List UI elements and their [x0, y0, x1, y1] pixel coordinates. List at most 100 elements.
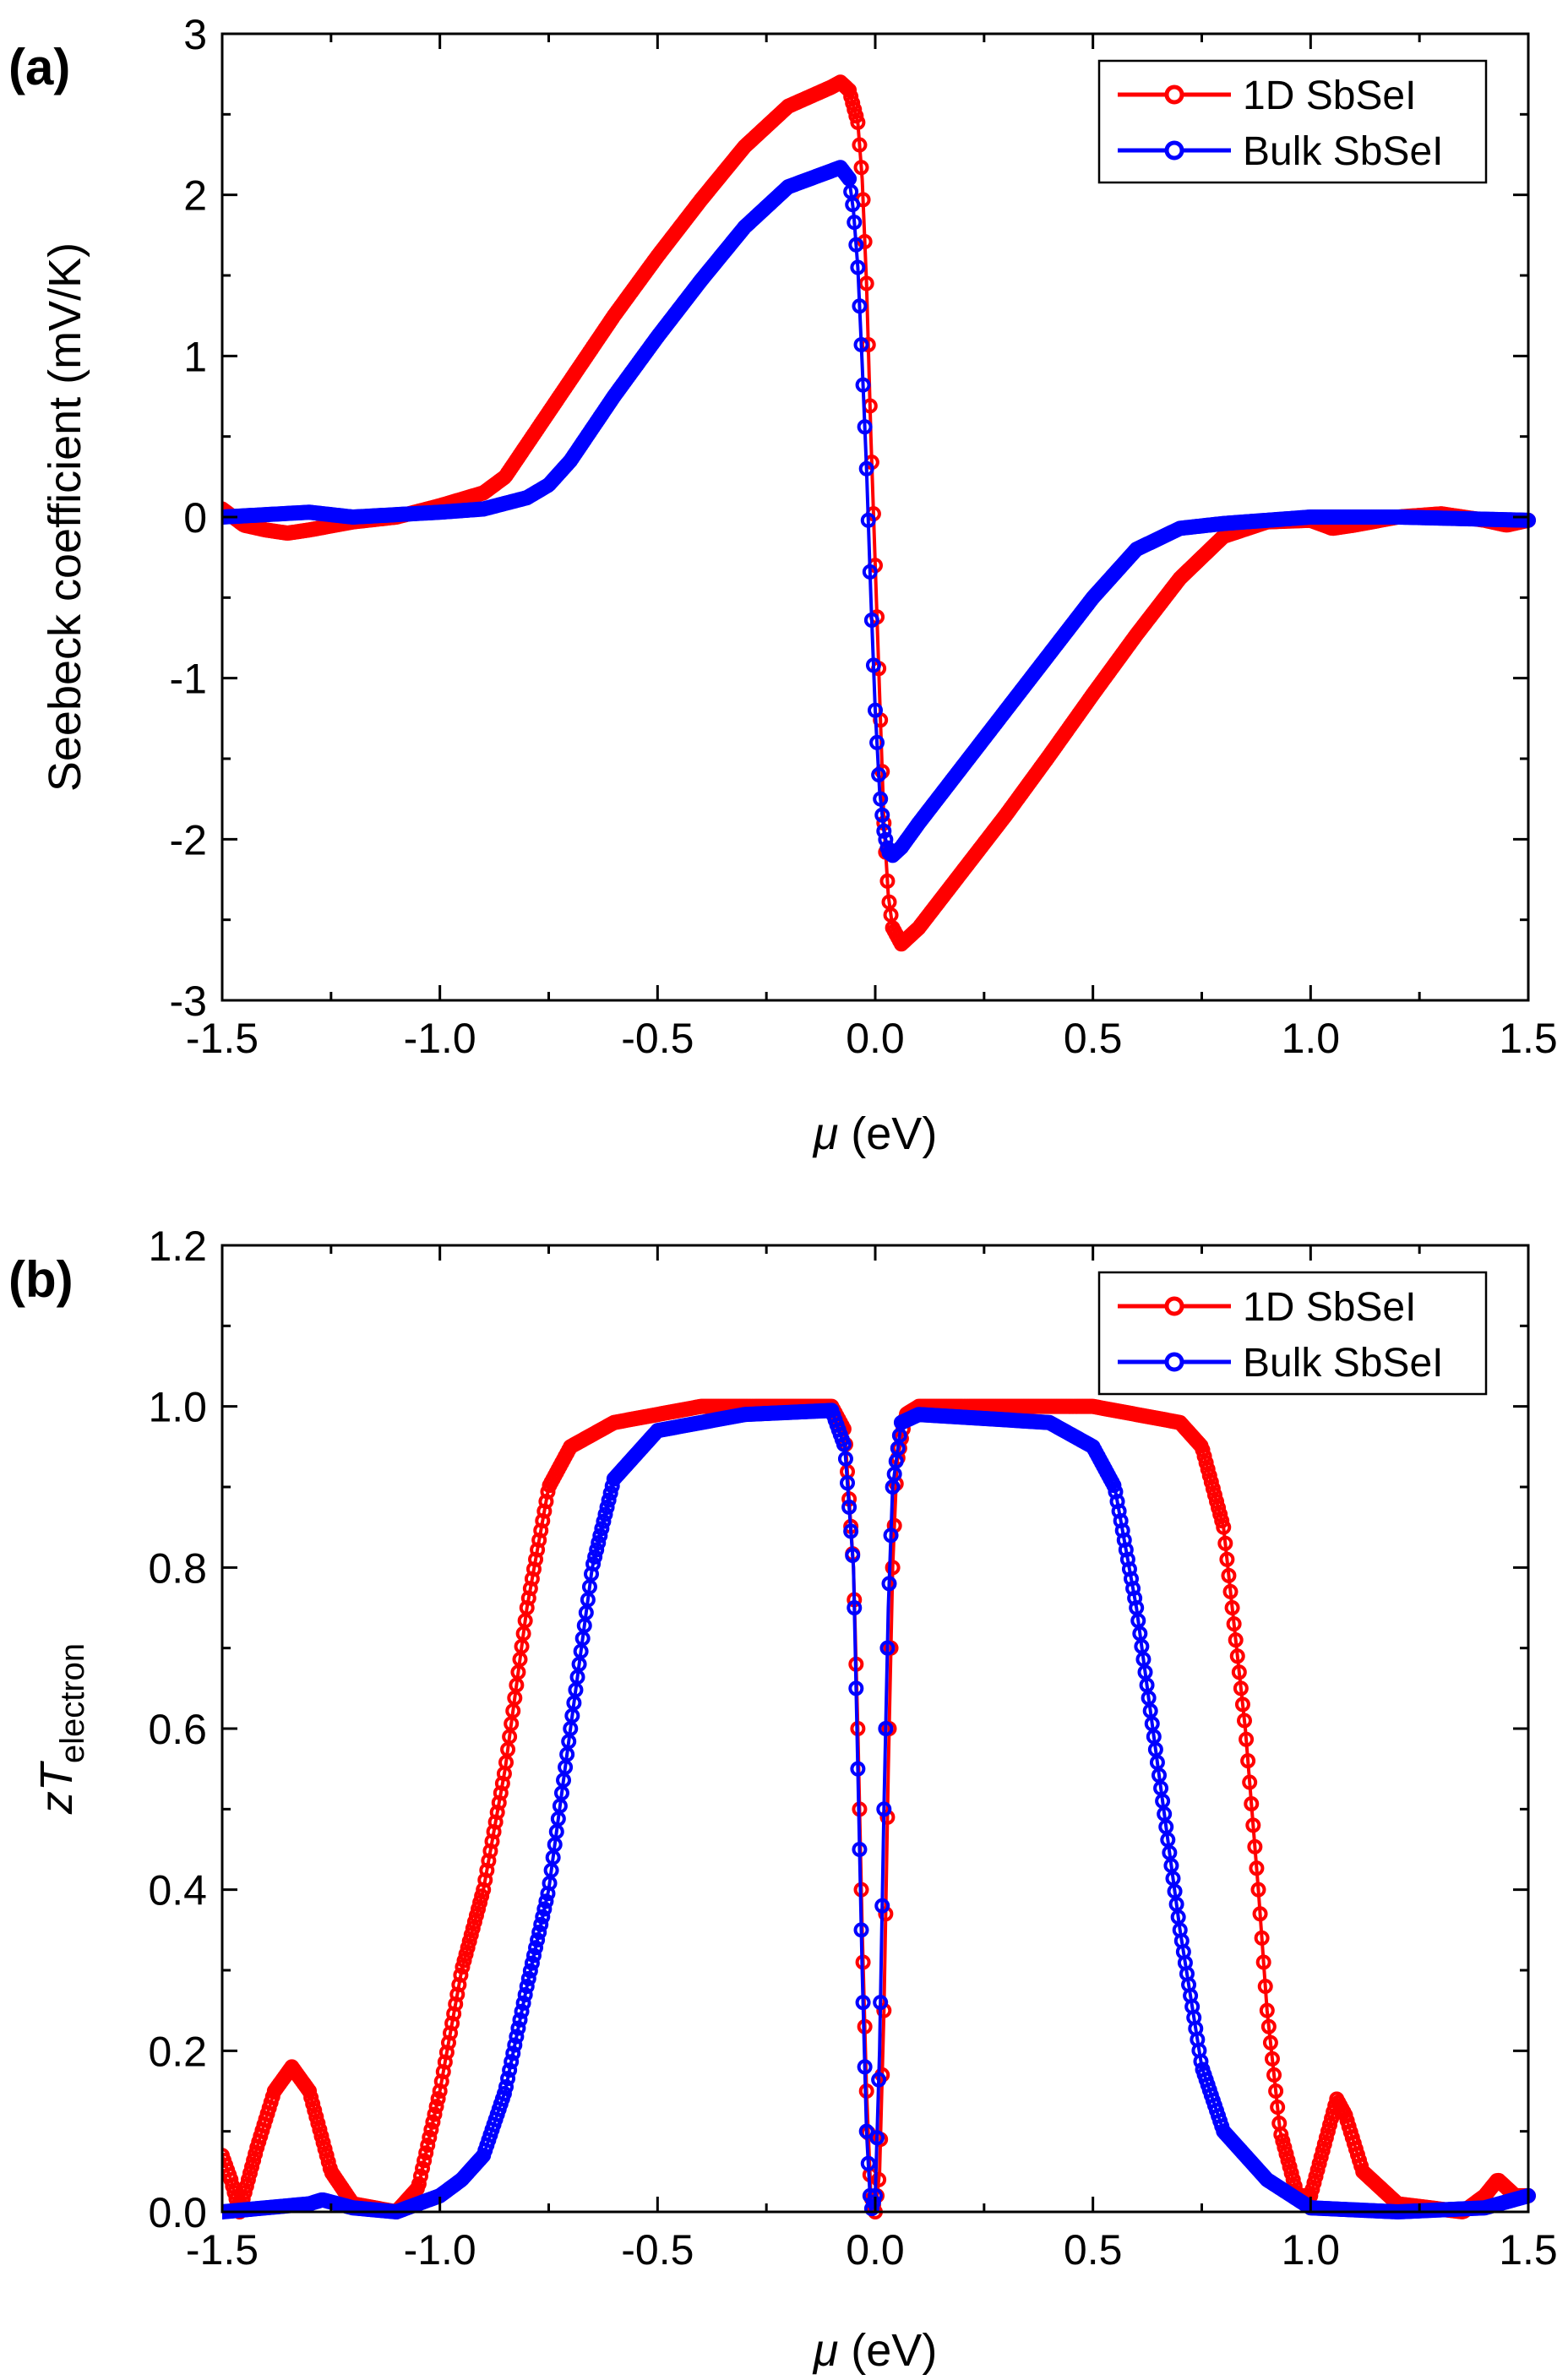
data-point: [848, 237, 864, 253]
legend-label: Bulk SbSeI: [1243, 1341, 1443, 1386]
data-point: [874, 807, 890, 823]
data-point: [440, 2034, 456, 2051]
data-point: [1205, 1480, 1221, 1496]
y-tick-label: -1: [170, 656, 207, 703]
data-point: [1146, 1729, 1162, 1745]
data-point: [1129, 1600, 1145, 1615]
data-point: [1318, 2130, 1334, 2146]
data-point: [315, 2135, 331, 2151]
data-point: [573, 1643, 589, 1659]
data-point: [1252, 1906, 1268, 1922]
data-point: [474, 1888, 490, 1904]
data-point: [1163, 1858, 1179, 1874]
y-tick-label: 2: [183, 172, 207, 220]
data-point: [238, 2178, 254, 2194]
data-point: [1316, 2136, 1332, 2152]
legend-box: [1097, 59, 1488, 184]
data-point: [1222, 1583, 1239, 1599]
data-point: [494, 1775, 510, 1791]
series-bulk-sbsei: [222, 160, 1536, 863]
data-point: [1165, 1871, 1181, 1887]
legend-marker-icon: [1164, 140, 1184, 161]
data-point: [599, 1500, 615, 1516]
data-point: [845, 197, 861, 213]
data-point: [465, 1920, 481, 1936]
data-point: [1313, 2149, 1329, 2165]
legend-b: 1D SbSeI Bulk SbSeI: [1097, 1271, 1488, 1396]
data-point: [860, 2155, 876, 2171]
data-point: [500, 1741, 516, 1757]
y-tick-label: 0.8: [148, 1544, 207, 1592]
data-point: [458, 1946, 474, 1962]
data-point: [308, 2109, 324, 2125]
data-point: [433, 2073, 449, 2089]
data-point: [533, 1522, 549, 1539]
data-point: [881, 1576, 897, 1592]
y-tick-label: 0: [183, 494, 207, 542]
data-point: [435, 2064, 451, 2080]
data-point: [1219, 1551, 1235, 1567]
data-point: [428, 2099, 444, 2115]
data-point: [1113, 1513, 1129, 1529]
data-point: [865, 2194, 881, 2210]
data-point: [496, 2086, 512, 2102]
data-point: [874, 1898, 890, 1914]
data-point: [1109, 1494, 1125, 1510]
data-point: [504, 2054, 520, 2070]
data-point: [536, 1901, 553, 1917]
data-point: [463, 1927, 479, 1943]
data-point: [1264, 2051, 1280, 2067]
data-point: [524, 1571, 540, 1587]
data-point: [223, 2171, 239, 2187]
data-point: [525, 1561, 542, 1577]
legend-box: [1097, 1271, 1488, 1396]
data-point: [524, 1955, 540, 1971]
data-point: [890, 1441, 906, 1457]
data-point: [841, 171, 858, 187]
data-point: [1270, 2100, 1286, 2116]
data-point: [517, 1986, 533, 2002]
y-tick-label: 0.2: [148, 2028, 207, 2075]
data-point: [515, 1995, 531, 2011]
data-point: [1149, 1755, 1165, 1771]
data-point: [512, 1652, 528, 1668]
data-point: [509, 2029, 525, 2045]
panel-label-a: (a): [8, 39, 70, 95]
data-point: [237, 2185, 253, 2201]
data-point: [843, 1523, 859, 1539]
data-point: [1216, 1519, 1232, 1535]
data-point: [438, 2045, 455, 2061]
data-point: [1275, 2133, 1291, 2149]
data-point: [510, 1664, 526, 1680]
data-point: [1280, 2152, 1296, 2168]
data-point: [871, 2072, 887, 2088]
data-point: [885, 1479, 901, 1495]
data-point: [1200, 1462, 1216, 1478]
data-point: [466, 1914, 482, 1930]
data-point: [1311, 2155, 1327, 2171]
data-point: [1201, 1468, 1217, 1484]
data-point: [514, 1638, 530, 1654]
data-point: [1273, 2127, 1289, 2143]
x-tick-label: 0.0: [846, 1015, 905, 1062]
data-point: [1277, 2139, 1293, 2155]
data-point: [853, 160, 869, 176]
data-point: [1255, 1954, 1271, 1970]
data-point: [240, 2171, 256, 2187]
data-point: [585, 1556, 602, 1572]
data-point: [312, 2121, 328, 2138]
data-point: [1315, 2143, 1331, 2159]
data-point: [1283, 2165, 1299, 2181]
data-point: [1170, 1909, 1186, 1925]
y-tick-label: 1: [183, 333, 207, 380]
legend-item-1d-sbsei: 1D SbSeI: [1118, 74, 1416, 118]
data-point: [853, 336, 869, 352]
data-point: [847, 101, 863, 117]
data-point: [420, 2138, 436, 2154]
data-point: [886, 1466, 902, 1482]
data-point: [1250, 1882, 1266, 1898]
data-point: [509, 1677, 525, 1693]
data-point: [848, 1680, 864, 1696]
data-point: [1212, 1506, 1228, 1522]
